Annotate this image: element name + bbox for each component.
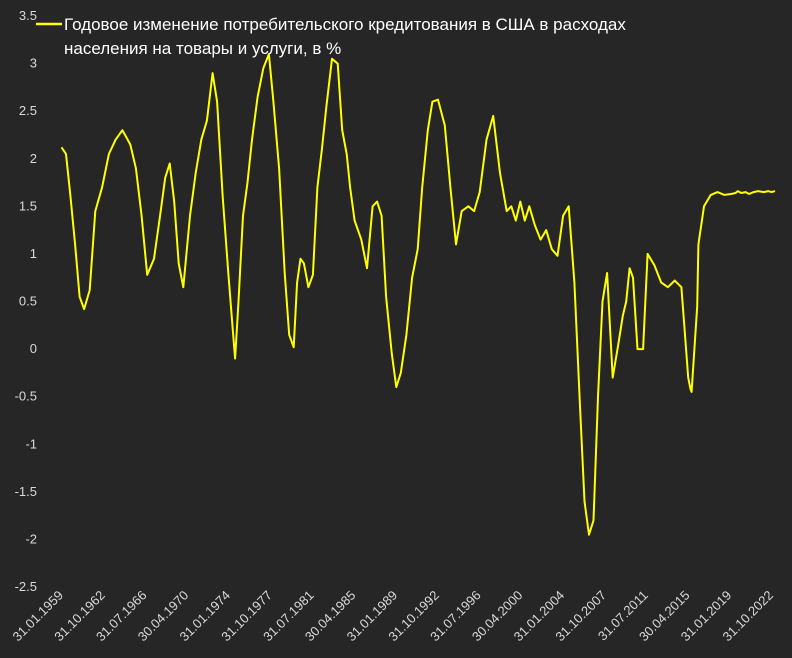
y-tick-label: 1.5 (19, 198, 37, 213)
y-tick-label: 3.5 (19, 8, 37, 23)
y-tick-label: -1.5 (15, 484, 37, 499)
chart-title-line-1: Годовое изменение потребительского креди… (64, 15, 626, 34)
y-tick-label: 2 (30, 151, 37, 166)
y-tick-label: 3 (30, 56, 37, 71)
series-line (60, 53, 776, 536)
legend: Годовое изменение потребительского креди… (36, 15, 626, 58)
y-axis-ticks: 3.5 3 2.5 2 1.5 1 0.5 0 -0.5 -1 -1.5 -2 -2.5 (15, 8, 37, 594)
y-tick-label: -2 (25, 531, 37, 546)
y-tick-label: -2.5 (15, 579, 37, 594)
x-axis-ticks: 31.01.195931.10.196231.07.196630.04.1970… (9, 588, 776, 645)
y-tick-label: 0.5 (19, 294, 37, 309)
chart-title-line-2: населения на товары и услуги, в % (64, 39, 341, 58)
y-tick-label: -0.5 (15, 389, 37, 404)
y-tick-label: 2.5 (19, 103, 37, 118)
y-tick-label: 1 (30, 246, 37, 261)
y-tick-label: 0 (30, 341, 37, 356)
y-tick-label: -1 (25, 436, 37, 451)
